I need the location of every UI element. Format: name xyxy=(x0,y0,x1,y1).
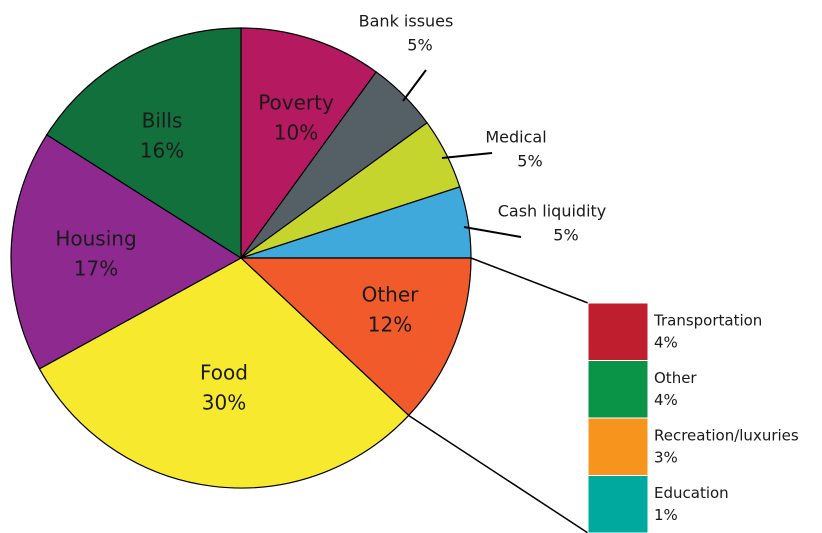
slice-value-label: 16% xyxy=(140,139,184,163)
slice-value-label: 5% xyxy=(553,226,578,245)
slice-label: Cash liquidity xyxy=(498,202,607,221)
slice-value-label: 10% xyxy=(274,121,318,145)
pie-slice xyxy=(38,257,410,489)
pie-slice xyxy=(239,257,472,417)
breakdown-label: Transportation xyxy=(653,312,762,330)
slice-value-label: 17% xyxy=(74,257,118,281)
leader-line xyxy=(441,152,493,159)
breakdown-segment xyxy=(587,360,649,419)
breakdown-value-label: 4% xyxy=(654,334,678,352)
breakdown-segment xyxy=(587,475,649,533)
slice-label: Poverty xyxy=(258,91,334,115)
slice-value-label: 5% xyxy=(517,152,542,171)
slice-label: Other xyxy=(362,283,420,307)
slice-label: Bills xyxy=(142,109,183,133)
breakdown-label: Other xyxy=(654,369,697,387)
pie-slice xyxy=(240,27,378,260)
slice-label: Housing xyxy=(55,227,136,251)
breakdown-label: Education xyxy=(654,484,729,502)
breakdown-value-label: 3% xyxy=(654,449,678,467)
pie-slice xyxy=(10,133,243,370)
pie-slice xyxy=(45,27,242,260)
breakdown-segment xyxy=(587,417,649,476)
connector-line xyxy=(408,414,589,533)
breakdown-value-label: 1% xyxy=(654,506,678,524)
slice-label: Food xyxy=(200,361,248,385)
slice-label: Bank issues xyxy=(359,12,454,31)
breakdown-value-label: 4% xyxy=(654,391,678,409)
slice-value-label: 30% xyxy=(202,391,246,415)
breakdown-segment xyxy=(587,302,649,361)
connector-line xyxy=(470,257,589,304)
slice-value-label: 5% xyxy=(407,36,432,55)
slice-label: Medical xyxy=(485,128,546,147)
slice-value-label: 12% xyxy=(368,313,412,337)
leader-line xyxy=(463,226,522,238)
breakdown-label: Recreation/luxuries xyxy=(654,427,799,445)
leader-line xyxy=(402,69,427,102)
